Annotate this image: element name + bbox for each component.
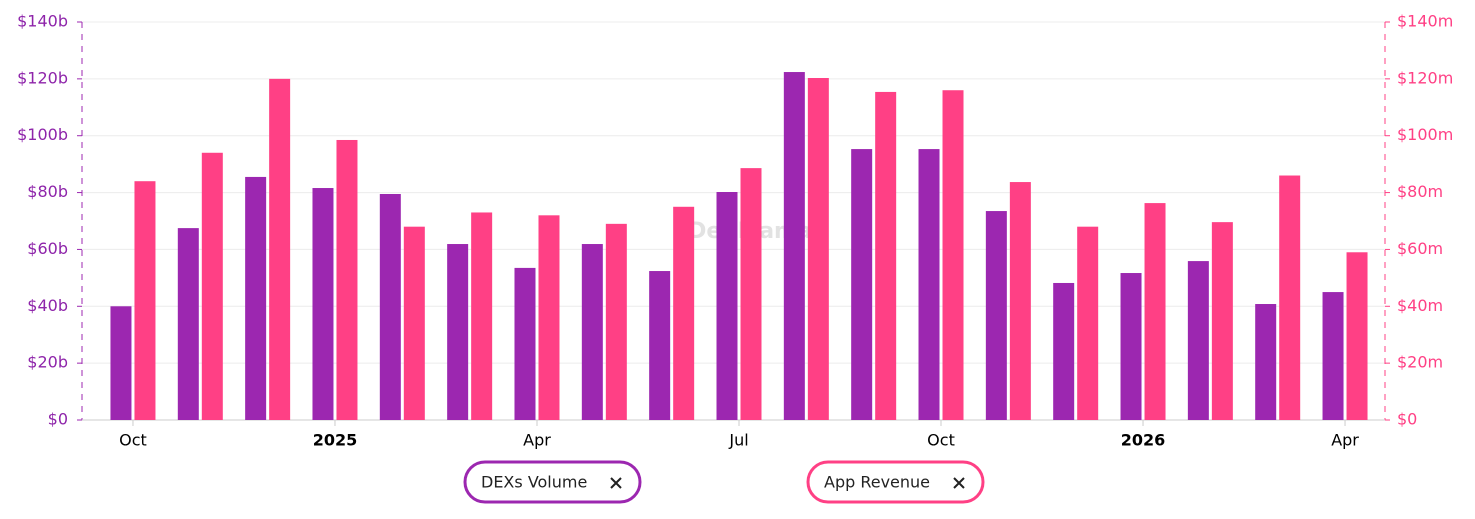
legend-close-icon [953,477,965,489]
bar [447,244,469,420]
y-tick-label: $100b [17,125,68,144]
bar [269,78,291,420]
y2-tick-label: $40m [1397,296,1443,315]
bar [1053,282,1075,420]
y-tick-label: $0 [48,410,68,429]
y-tick-label: $20b [27,353,68,372]
bar [245,176,267,420]
bar [379,193,401,420]
bar [201,152,223,420]
bar [875,91,897,420]
bar [1077,226,1099,420]
legend-item[interactable]: DEXs Volume [463,460,642,504]
bar [1187,261,1209,420]
y-tick-label: $40b [27,296,68,315]
y2-tick-label: $140m [1397,12,1453,31]
x-tick-label: Jul [728,431,748,450]
x-tick-label: Apr [1331,431,1359,450]
bar [538,215,560,420]
bar [1346,252,1368,420]
bar [985,211,1007,420]
y2-tick-label: $80m [1397,182,1443,201]
bar [942,90,964,420]
bar [177,228,199,420]
bar [1120,273,1142,420]
bar [134,181,156,420]
legend-border [463,460,642,504]
bar [783,72,805,420]
y2-tick-label: $0 [1397,410,1417,429]
x-tick-label: 2025 [313,431,358,450]
bar [716,192,738,420]
bar [1322,292,1344,420]
bar [336,139,358,420]
bar [514,267,536,420]
bar [851,149,873,420]
bar [471,212,493,420]
legend-border [806,460,985,504]
y2-tick-label: $20m [1397,353,1443,372]
y-tick-label: $60b [27,239,68,258]
bar [605,223,627,420]
bar [312,188,334,420]
x-tick-label: Oct [119,431,147,450]
y-tick-label: $120b [17,68,68,87]
legend-label: App Revenue [824,473,930,492]
bar [740,168,762,420]
y-tick-label: $140b [17,12,68,31]
bar [649,271,671,420]
bar [110,306,132,420]
bar [807,78,829,421]
y2-tick-label: $100m [1397,125,1453,144]
bar [1009,182,1031,420]
legend-item[interactable]: App Revenue [806,460,985,504]
y2-tick-label: $120m [1397,68,1453,87]
y-tick-label: $80b [27,182,68,201]
bar [918,149,940,420]
y2-tick-label: $60m [1397,239,1443,258]
x-tick-label: 2026 [1121,431,1166,450]
bar [1211,222,1233,420]
x-tick-label: Apr [523,431,551,450]
bar [673,206,695,420]
x-tick-label: Oct [927,431,955,450]
legend-label: DEXs Volume [481,473,587,492]
legend-close-icon [610,477,622,489]
bar [1279,175,1301,420]
bar [1144,203,1166,420]
bar [581,244,603,420]
bar [1255,304,1277,420]
bar [403,226,425,420]
